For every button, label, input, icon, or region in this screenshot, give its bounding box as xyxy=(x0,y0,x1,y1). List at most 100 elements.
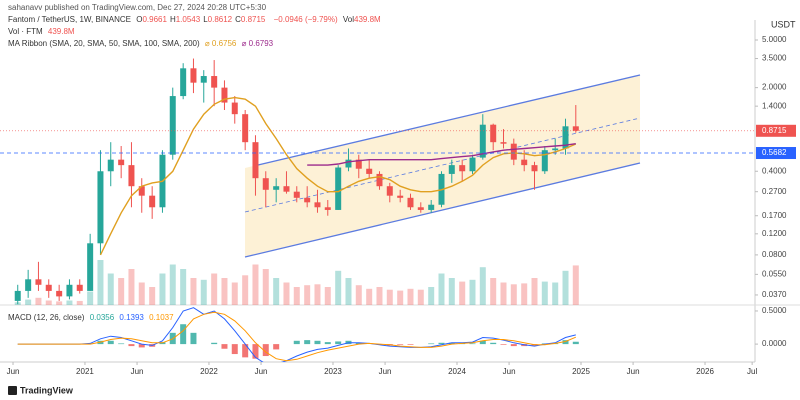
candle-body xyxy=(521,159,528,166)
symbol: Fantom / TetherUS, 1W, BINANCE xyxy=(8,15,132,24)
channel-fill xyxy=(245,75,640,257)
volume-bar xyxy=(552,282,559,305)
candle-body xyxy=(428,204,435,210)
ma-label: MA Ribbon (SMA, 20, SMA, 50, SMA, 100, S… xyxy=(8,39,200,48)
volume-bar xyxy=(490,278,497,305)
macd-histogram-bar xyxy=(211,342,218,345)
volume-bar xyxy=(438,273,445,305)
candle-body xyxy=(510,143,517,160)
volume-bar xyxy=(159,273,166,305)
ohlc-key: L xyxy=(203,15,208,24)
candle-body xyxy=(531,165,538,172)
ma-line xyxy=(99,96,577,256)
ma-value: ⌀ 0.6793 xyxy=(241,39,274,48)
macd-histogram-bar xyxy=(438,342,445,345)
y-tick-label: 0.0550 xyxy=(762,269,787,278)
macd-value: 0.1393 xyxy=(119,313,144,322)
ohlc: O0.9661 H1.0543 L0.8612 C0.8715 xyxy=(136,15,268,24)
candle-body xyxy=(572,126,579,131)
volume-bar xyxy=(521,283,528,305)
volume-bar xyxy=(366,288,373,305)
volume-bar xyxy=(345,278,352,305)
macd-label: MACD (12, 26, close) xyxy=(8,313,85,322)
macd-histogram-bar xyxy=(242,344,249,358)
volume-bar xyxy=(314,284,321,305)
candle-body xyxy=(200,76,207,83)
candle-body xyxy=(252,142,259,179)
macd-histogram-bar xyxy=(231,344,238,355)
x-tick-label: 2026 xyxy=(696,367,714,376)
macd-histogram-bar xyxy=(397,344,404,345)
candle-body xyxy=(283,186,290,192)
volume-bar xyxy=(221,278,228,305)
candle-body xyxy=(180,68,187,97)
y-tick-label: 0.0370 xyxy=(762,290,787,299)
macd-histogram-bar xyxy=(262,344,269,357)
y-tick-label: 0.2700 xyxy=(762,187,787,196)
candle-body xyxy=(45,284,52,291)
candle-body xyxy=(397,195,404,198)
volume-bar xyxy=(231,282,238,305)
candle-body xyxy=(262,178,269,190)
macd-line xyxy=(17,311,576,362)
ma-value: ⌀ 0.6756 xyxy=(204,39,237,48)
channel-mid xyxy=(244,117,641,213)
volume-bar xyxy=(118,278,125,305)
volume-bar xyxy=(500,282,507,305)
candle-body xyxy=(407,197,414,208)
volume-bar xyxy=(180,269,187,305)
volume-bar xyxy=(479,267,486,305)
candle-body xyxy=(345,159,352,168)
ohlc-value: 0.9661 xyxy=(142,15,167,24)
macd-histogram-bar xyxy=(490,342,497,345)
macd-histogram-bar xyxy=(562,340,569,345)
macd-value: 0.0356 xyxy=(89,313,115,322)
ma-line xyxy=(307,143,576,166)
candle-body xyxy=(335,167,342,210)
vol-line: Vol · FTM 439.8M xyxy=(8,27,78,36)
x-tick-label: Jun xyxy=(627,367,640,376)
price-pane xyxy=(14,58,579,305)
currency: USDT xyxy=(771,19,796,29)
ohlc-value: 0.8612 xyxy=(207,15,233,24)
volume-bar xyxy=(324,287,331,305)
macd-histogram-bar xyxy=(273,344,280,350)
volume-bar xyxy=(273,278,280,305)
macd-histogram-bar xyxy=(314,340,321,345)
volume-bar xyxy=(283,282,290,305)
y-tick-label: 2.0000 xyxy=(762,83,787,92)
macd-histogram-bar xyxy=(335,341,342,345)
volume-bar xyxy=(97,260,104,305)
candle-body xyxy=(479,124,486,158)
volume-bar xyxy=(459,281,466,305)
volume-bar xyxy=(407,288,414,305)
candle-body xyxy=(490,124,497,143)
candle-body xyxy=(304,197,311,203)
volume-bar xyxy=(510,284,517,305)
volume-bar xyxy=(252,264,259,305)
volume-bar xyxy=(562,270,569,305)
x-tick-label: 2023 xyxy=(324,367,342,376)
volume-bar xyxy=(572,265,579,305)
volume-bar xyxy=(469,279,476,305)
volume-bar xyxy=(56,301,63,305)
macd-histogram-bar xyxy=(355,342,362,345)
volume-bar xyxy=(304,285,311,305)
volume-bar xyxy=(531,278,538,305)
candle-body xyxy=(169,96,176,155)
brand: TradingView xyxy=(20,385,74,395)
macd-histogram-bar xyxy=(304,340,311,345)
candle-body xyxy=(25,279,32,291)
x-tick-label: 2024 xyxy=(448,367,466,376)
macd-histogram-bar xyxy=(221,344,228,349)
y-tick-label: 5.0000 xyxy=(762,35,787,44)
y-tick-label: 3.5000 xyxy=(762,54,787,63)
candle-body xyxy=(35,279,42,285)
y-tick-label: 1.4000 xyxy=(762,101,787,110)
candle-body xyxy=(242,114,249,143)
candle-body xyxy=(417,207,424,210)
volume-bar xyxy=(355,285,362,305)
ma-line: MA Ribbon (SMA, 20, SMA, 50, SMA, 100, S… xyxy=(8,39,276,48)
volume-key: Vol xyxy=(342,15,355,24)
